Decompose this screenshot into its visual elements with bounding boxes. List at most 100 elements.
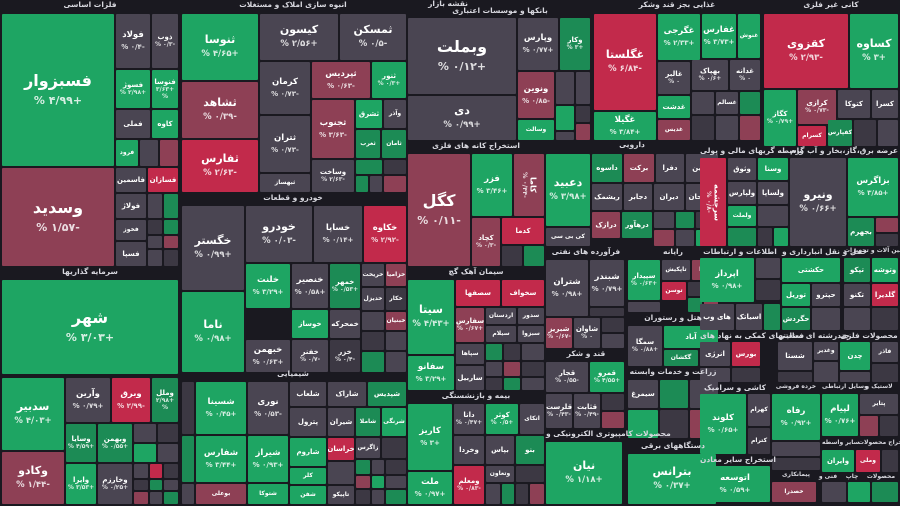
stock-tile[interactable]: فولاد -۰/۴ %: [116, 14, 150, 68]
stock-tile[interactable]: کفپارس: [828, 120, 852, 146]
stock-tile[interactable]: قمرو +۴/۵۵ %: [590, 362, 624, 392]
stock-tile[interactable]: [692, 116, 714, 140]
stock-tile[interactable]: خمهر +۰/۵۳ %: [330, 264, 360, 308]
stock-tile[interactable]: [774, 228, 788, 246]
stock-tile[interactable]: تاپکیش: [662, 260, 690, 280]
stock-tile[interactable]: ثمسکن -۰/۵ %: [340, 14, 406, 60]
stock-tile[interactable]: ومعلم -۰/۸۳ %: [454, 466, 484, 504]
stock-tile[interactable]: [758, 228, 772, 246]
stock-tile[interactable]: [778, 372, 812, 382]
stock-tile[interactable]: [822, 482, 846, 502]
stock-tile[interactable]: ثغرب: [356, 130, 380, 158]
stock-tile[interactable]: ساربیل: [456, 366, 484, 390]
stock-tile[interactable]: [182, 382, 194, 434]
stock-tile[interactable]: [164, 236, 178, 248]
stock-tile[interactable]: خوساز: [292, 310, 328, 338]
stock-tile[interactable]: خزامیا: [386, 264, 406, 286]
stock-tile[interactable]: [516, 466, 544, 482]
stock-tile[interactable]: [134, 492, 148, 504]
stock-tile[interactable]: [576, 124, 590, 140]
stock-tile[interactable]: شهر +۳/۰۳ %: [2, 280, 178, 374]
stock-tile[interactable]: فسپا: [116, 242, 146, 266]
stock-tile[interactable]: شاملا: [356, 408, 380, 436]
stock-tile[interactable]: گکشان: [664, 350, 698, 366]
stock-tile[interactable]: سرچشمه -۰/۸ %: [700, 158, 726, 246]
stock-tile[interactable]: [676, 212, 694, 228]
stock-tile[interactable]: غنوش: [738, 14, 760, 58]
stock-tile[interactable]: [602, 334, 624, 348]
stock-tile[interactable]: دانا +۰/۴۷ %: [454, 404, 484, 434]
stock-tile[interactable]: شاراک: [328, 382, 366, 406]
stock-tile[interactable]: [602, 412, 624, 428]
stock-tile[interactable]: [164, 220, 178, 234]
stock-tile[interactable]: ثشرق: [356, 100, 382, 128]
stock-tile[interactable]: [386, 332, 406, 350]
stock-tile[interactable]: [876, 218, 898, 232]
stock-tile[interactable]: شاوان ۰ %: [574, 318, 600, 348]
stock-tile[interactable]: شبریز -۰/۶۷ %: [546, 318, 572, 348]
stock-tile[interactable]: [522, 378, 544, 390]
stock-tile[interactable]: شپدیس: [368, 382, 406, 406]
stock-tile[interactable]: بهپاک +۰/۶ %: [692, 60, 728, 90]
stock-tile[interactable]: [872, 364, 898, 382]
stock-tile[interactable]: سفارس +۰/۶۷ %: [456, 308, 484, 342]
stock-tile[interactable]: اتکای: [520, 404, 544, 434]
stock-tile[interactable]: فرود: [116, 140, 138, 166]
stock-tile[interactable]: [164, 492, 178, 504]
stock-tile[interactable]: شتوکا: [248, 484, 288, 504]
stock-tile[interactable]: [356, 490, 370, 504]
stock-tile[interactable]: [522, 362, 544, 376]
stock-tile[interactable]: کترام: [748, 428, 770, 454]
stock-tile[interactable]: وبرق -۲/۹۹ %: [112, 378, 150, 422]
stock-tile[interactable]: گلدیرا: [872, 284, 898, 306]
stock-tile[interactable]: فاذر: [872, 342, 898, 362]
stock-tile[interactable]: فولاژ: [116, 194, 146, 218]
stock-tile[interactable]: ولپارس: [728, 182, 756, 204]
stock-tile[interactable]: وخارزم +۰/۲۵ %: [98, 464, 132, 504]
stock-tile[interactable]: درهآور: [622, 212, 652, 238]
stock-tile[interactable]: شسینا +۰/۴۵ %: [196, 382, 246, 434]
stock-tile[interactable]: [764, 304, 780, 330]
stock-tile[interactable]: شفارس +۳/۴۴ %: [196, 436, 246, 482]
stock-tile[interactable]: توسن: [662, 282, 686, 300]
stock-tile[interactable]: شفن: [290, 486, 326, 504]
stock-tile[interactable]: [556, 72, 574, 104]
stock-tile[interactable]: وسنا: [758, 158, 788, 180]
stock-tile[interactable]: غگرجی +۲/۳۳ %: [658, 14, 700, 60]
stock-tile[interactable]: وغدیر: [814, 342, 838, 360]
stock-tile[interactable]: [182, 436, 194, 482]
stock-tile[interactable]: [486, 378, 502, 390]
stock-tile[interactable]: شستا: [778, 342, 812, 370]
stock-tile[interactable]: [556, 132, 574, 140]
stock-tile[interactable]: کاما -۰/۴۴ %: [514, 154, 544, 216]
stock-tile[interactable]: [384, 176, 406, 192]
stock-tile[interactable]: سصفها: [456, 280, 500, 306]
stock-tile[interactable]: ثفارس -۲/۶۳ %: [182, 140, 258, 192]
stock-tile[interactable]: کوثر +۰/۵ %: [486, 404, 518, 434]
stock-tile[interactable]: [700, 368, 730, 382]
stock-tile[interactable]: [362, 332, 384, 350]
stock-tile[interactable]: چدن: [840, 342, 870, 370]
stock-tile[interactable]: [386, 476, 406, 488]
stock-tile[interactable]: غگلستا -۶/۸۴ %: [594, 14, 656, 110]
stock-tile[interactable]: تپکو: [844, 258, 870, 282]
stock-tile[interactable]: ثشاهد -۰/۳۹ %: [182, 82, 258, 138]
stock-tile[interactable]: رفاه +۰/۹۲ %: [772, 394, 820, 440]
stock-tile[interactable]: کگاز +۰/۷۹ %: [764, 90, 796, 146]
stock-tile[interactable]: [140, 140, 158, 166]
stock-tile[interactable]: [504, 378, 520, 390]
stock-tile[interactable]: وکادو -۱/۴۴ %: [2, 452, 64, 504]
stock-tile[interactable]: [158, 424, 178, 442]
stock-tile[interactable]: [840, 372, 870, 382]
stock-tile[interactable]: خکاوه -۲/۹۲ %: [364, 206, 406, 262]
stock-tile[interactable]: سبزوا: [518, 326, 544, 342]
stock-tile[interactable]: خبهمن +۰/۶۳ %: [246, 340, 290, 372]
stock-tile[interactable]: دعبید +۳/۹۸ %: [546, 154, 590, 226]
stock-tile[interactable]: [372, 490, 384, 504]
stock-tile[interactable]: [370, 176, 382, 192]
stock-tile[interactable]: [654, 212, 674, 228]
stock-tile[interactable]: [134, 480, 148, 490]
stock-tile[interactable]: [134, 444, 156, 462]
stock-tile[interactable]: سدبیر +۴/۰۳ %: [2, 378, 64, 450]
stock-tile[interactable]: فسازان: [148, 168, 178, 192]
